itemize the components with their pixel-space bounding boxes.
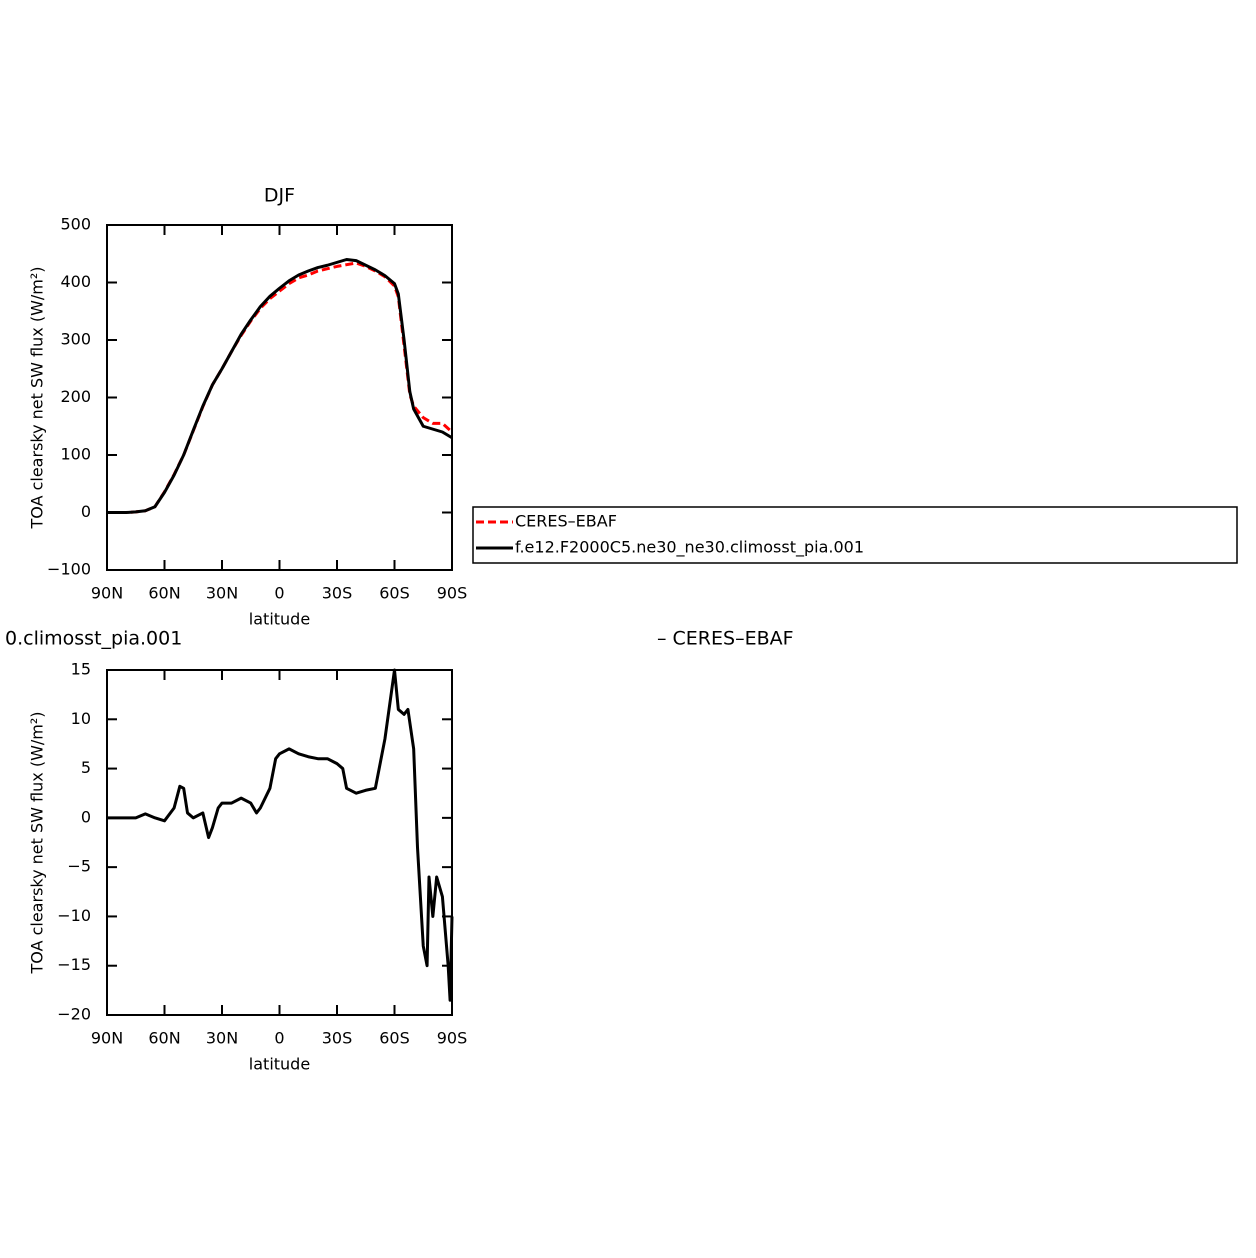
y-tick-label: 15 xyxy=(71,660,91,679)
y-tick-label: −10 xyxy=(57,906,91,925)
legend-label: CERES–EBAF xyxy=(515,512,617,531)
plot-frame xyxy=(106,224,453,571)
y-tick-label: 0 xyxy=(81,807,91,826)
x-axis-label: latitude xyxy=(249,1055,310,1074)
x-tick-label: 30S xyxy=(322,1029,353,1048)
x-tick-label: 60S xyxy=(379,1029,410,1048)
y-tick-label: −5 xyxy=(67,857,91,876)
x-tick-label: 0 xyxy=(274,1029,284,1048)
y-tick-label: 100 xyxy=(60,445,91,464)
series-line xyxy=(107,258,453,514)
legend-box xyxy=(472,506,1238,564)
y-tick-label: −20 xyxy=(57,1005,91,1024)
plot-frame xyxy=(106,669,453,1016)
x-tick-label: 60N xyxy=(148,1029,180,1048)
y-tick-label: 5 xyxy=(81,758,91,777)
y-axis-label: TOA clearsky net SW flux (W/m²) xyxy=(28,711,47,974)
x-tick-label: 30S xyxy=(322,584,353,603)
x-tick-label: 60N xyxy=(148,584,180,603)
x-tick-label: 90N xyxy=(91,1029,123,1048)
annotation: – CERES–EBAF xyxy=(657,628,794,650)
legend-label: f.e12.F2000C5.ne30_ne30.climosst_pia.001 xyxy=(515,538,864,558)
y-axis-label: TOA clearsky net SW flux (W/m²) xyxy=(28,266,47,529)
y-tick-label: 300 xyxy=(60,330,91,349)
chart-title: DJF xyxy=(264,185,295,207)
y-tick-label: 10 xyxy=(71,709,91,728)
x-tick-label: 30N xyxy=(206,584,238,603)
y-tick-label: −15 xyxy=(57,955,91,974)
annotation: 0.climosst_pia.001 xyxy=(5,628,182,650)
y-tick-label: 0 xyxy=(81,502,91,521)
y-tick-label: 500 xyxy=(60,215,91,234)
x-tick-label: 30N xyxy=(206,1029,238,1048)
x-tick-label: 0 xyxy=(274,584,284,603)
x-axis-label: latitude xyxy=(249,610,310,629)
y-tick-label: −100 xyxy=(47,560,91,579)
series-line xyxy=(107,668,454,1002)
x-tick-label: 90S xyxy=(437,1029,468,1048)
x-tick-label: 60S xyxy=(379,584,410,603)
x-tick-label: 90N xyxy=(91,584,123,603)
x-tick-label: 90S xyxy=(437,584,468,603)
y-tick-label: 200 xyxy=(60,387,91,406)
y-tick-label: 400 xyxy=(60,272,91,291)
